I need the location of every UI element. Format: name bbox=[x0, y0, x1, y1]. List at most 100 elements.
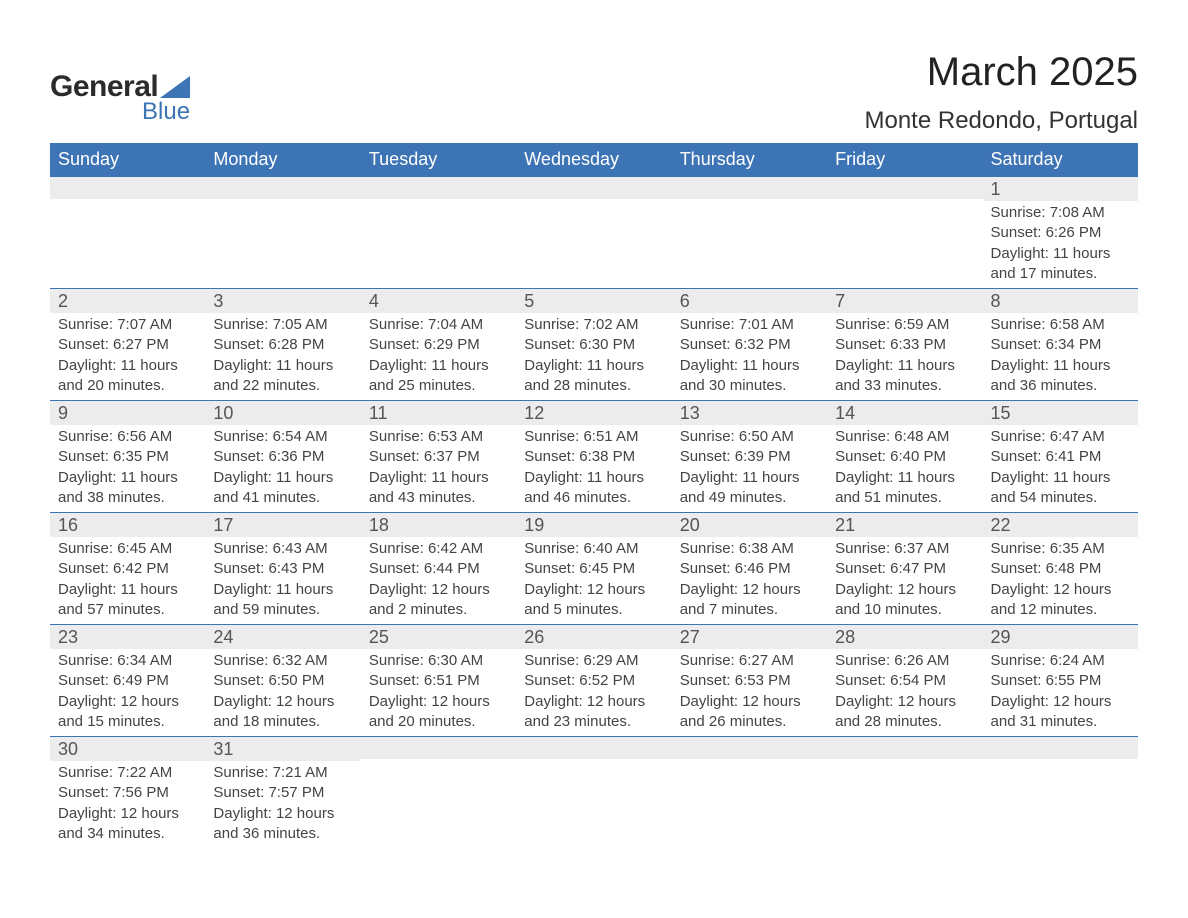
day-sunset: Sunset: 6:28 PM bbox=[213, 335, 352, 355]
day-number: 13 bbox=[672, 401, 827, 425]
calendar-day-cell: 1Sunrise: 7:08 AMSunset: 6:26 PMDaylight… bbox=[983, 177, 1138, 289]
day-body: Sunrise: 7:22 AMSunset: 7:56 PMDaylight:… bbox=[50, 761, 205, 848]
day-body: Sunrise: 6:47 AMSunset: 6:41 PMDaylight:… bbox=[983, 425, 1138, 512]
day-sunset: Sunset: 6:33 PM bbox=[835, 335, 974, 355]
day-body: Sunrise: 6:35 AMSunset: 6:48 PMDaylight:… bbox=[983, 537, 1138, 624]
day-number: 30 bbox=[50, 737, 205, 761]
day-sunrise: Sunrise: 6:26 AM bbox=[835, 651, 974, 671]
day-daylight_l1: Daylight: 12 hours bbox=[369, 580, 508, 600]
day-sunset: Sunset: 6:46 PM bbox=[680, 559, 819, 579]
day-number bbox=[205, 177, 360, 199]
day-body: Sunrise: 7:08 AMSunset: 6:26 PMDaylight:… bbox=[983, 201, 1138, 288]
day-sunrise: Sunrise: 6:32 AM bbox=[213, 651, 352, 671]
day-body: Sunrise: 6:58 AMSunset: 6:34 PMDaylight:… bbox=[983, 313, 1138, 400]
day-daylight_l1: Daylight: 12 hours bbox=[213, 804, 352, 824]
day-body: Sunrise: 6:32 AMSunset: 6:50 PMDaylight:… bbox=[205, 649, 360, 736]
day-sunset: Sunset: 6:34 PM bbox=[991, 335, 1130, 355]
day-sunset: Sunset: 6:35 PM bbox=[58, 447, 197, 467]
calendar-day-cell: 23Sunrise: 6:34 AMSunset: 6:49 PMDayligh… bbox=[50, 625, 205, 737]
day-sunrise: Sunrise: 6:34 AM bbox=[58, 651, 197, 671]
day-sunset: Sunset: 6:52 PM bbox=[524, 671, 663, 691]
day-number bbox=[672, 177, 827, 199]
day-daylight_l1: Daylight: 12 hours bbox=[991, 580, 1130, 600]
calendar-day-cell: 30Sunrise: 7:22 AMSunset: 7:56 PMDayligh… bbox=[50, 737, 205, 849]
day-sunrise: Sunrise: 7:05 AM bbox=[213, 315, 352, 335]
day-body: Sunrise: 6:54 AMSunset: 6:36 PMDaylight:… bbox=[205, 425, 360, 512]
day-daylight_l1: Daylight: 11 hours bbox=[835, 468, 974, 488]
day-number: 2 bbox=[50, 289, 205, 313]
day-daylight_l2: and 10 minutes. bbox=[835, 600, 974, 620]
calendar-day-cell: 14Sunrise: 6:48 AMSunset: 6:40 PMDayligh… bbox=[827, 401, 982, 513]
day-daylight_l2: and 28 minutes. bbox=[524, 376, 663, 396]
day-sunset: Sunset: 6:30 PM bbox=[524, 335, 663, 355]
day-sunrise: Sunrise: 7:02 AM bbox=[524, 315, 663, 335]
day-body: Sunrise: 6:53 AMSunset: 6:37 PMDaylight:… bbox=[361, 425, 516, 512]
day-number bbox=[516, 177, 671, 199]
weekday-header-row: Sunday Monday Tuesday Wednesday Thursday… bbox=[50, 143, 1138, 177]
day-sunset: Sunset: 6:50 PM bbox=[213, 671, 352, 691]
day-number: 29 bbox=[983, 625, 1138, 649]
calendar-day-cell bbox=[50, 177, 205, 289]
day-daylight_l2: and 28 minutes. bbox=[835, 712, 974, 732]
day-daylight_l1: Daylight: 12 hours bbox=[524, 692, 663, 712]
day-body: Sunrise: 6:42 AMSunset: 6:44 PMDaylight:… bbox=[361, 537, 516, 624]
calendar-body: 1Sunrise: 7:08 AMSunset: 6:26 PMDaylight… bbox=[50, 177, 1138, 849]
day-sunrise: Sunrise: 7:08 AM bbox=[991, 203, 1130, 223]
day-sunrise: Sunrise: 6:58 AM bbox=[991, 315, 1130, 335]
day-number: 1 bbox=[983, 177, 1138, 201]
day-body: Sunrise: 6:24 AMSunset: 6:55 PMDaylight:… bbox=[983, 649, 1138, 736]
day-number: 9 bbox=[50, 401, 205, 425]
day-number bbox=[361, 177, 516, 199]
day-sunset: Sunset: 7:57 PM bbox=[213, 783, 352, 803]
day-sunset: Sunset: 6:40 PM bbox=[835, 447, 974, 467]
day-sunrise: Sunrise: 6:42 AM bbox=[369, 539, 508, 559]
day-sunrise: Sunrise: 7:04 AM bbox=[369, 315, 508, 335]
day-daylight_l2: and 49 minutes. bbox=[680, 488, 819, 508]
day-number: 6 bbox=[672, 289, 827, 313]
day-daylight_l2: and 36 minutes. bbox=[991, 376, 1130, 396]
calendar-day-cell: 12Sunrise: 6:51 AMSunset: 6:38 PMDayligh… bbox=[516, 401, 671, 513]
calendar-week-row: 23Sunrise: 6:34 AMSunset: 6:49 PMDayligh… bbox=[50, 625, 1138, 737]
day-sunrise: Sunrise: 6:53 AM bbox=[369, 427, 508, 447]
calendar-day-cell bbox=[516, 737, 671, 849]
calendar-day-cell: 6Sunrise: 7:01 AMSunset: 6:32 PMDaylight… bbox=[672, 289, 827, 401]
day-daylight_l2: and 7 minutes. bbox=[680, 600, 819, 620]
day-sunrise: Sunrise: 6:45 AM bbox=[58, 539, 197, 559]
day-daylight_l1: Daylight: 11 hours bbox=[991, 244, 1130, 264]
calendar-day-cell bbox=[827, 177, 982, 289]
day-daylight_l2: and 30 minutes. bbox=[680, 376, 819, 396]
day-sunset: Sunset: 7:56 PM bbox=[58, 783, 197, 803]
day-daylight_l2: and 59 minutes. bbox=[213, 600, 352, 620]
calendar-day-cell bbox=[361, 177, 516, 289]
day-number: 25 bbox=[361, 625, 516, 649]
calendar-day-cell: 26Sunrise: 6:29 AMSunset: 6:52 PMDayligh… bbox=[516, 625, 671, 737]
calendar-day-cell: 9Sunrise: 6:56 AMSunset: 6:35 PMDaylight… bbox=[50, 401, 205, 513]
day-number: 19 bbox=[516, 513, 671, 537]
calendar-day-cell: 10Sunrise: 6:54 AMSunset: 6:36 PMDayligh… bbox=[205, 401, 360, 513]
day-sunset: Sunset: 6:39 PM bbox=[680, 447, 819, 467]
day-body bbox=[672, 199, 827, 277]
day-number: 16 bbox=[50, 513, 205, 537]
calendar-day-cell: 3Sunrise: 7:05 AMSunset: 6:28 PMDaylight… bbox=[205, 289, 360, 401]
calendar-day-cell: 22Sunrise: 6:35 AMSunset: 6:48 PMDayligh… bbox=[983, 513, 1138, 625]
calendar-day-cell: 19Sunrise: 6:40 AMSunset: 6:45 PMDayligh… bbox=[516, 513, 671, 625]
day-sunrise: Sunrise: 6:59 AM bbox=[835, 315, 974, 335]
day-sunset: Sunset: 6:43 PM bbox=[213, 559, 352, 579]
day-number: 23 bbox=[50, 625, 205, 649]
weekday-header: Tuesday bbox=[361, 143, 516, 177]
day-daylight_l2: and 34 minutes. bbox=[58, 824, 197, 844]
day-number bbox=[50, 177, 205, 199]
calendar-day-cell: 28Sunrise: 6:26 AMSunset: 6:54 PMDayligh… bbox=[827, 625, 982, 737]
day-daylight_l2: and 54 minutes. bbox=[991, 488, 1130, 508]
day-daylight_l2: and 46 minutes. bbox=[524, 488, 663, 508]
day-number: 31 bbox=[205, 737, 360, 761]
day-number: 14 bbox=[827, 401, 982, 425]
day-sunrise: Sunrise: 6:37 AM bbox=[835, 539, 974, 559]
day-daylight_l1: Daylight: 12 hours bbox=[369, 692, 508, 712]
calendar-day-cell: 2Sunrise: 7:07 AMSunset: 6:27 PMDaylight… bbox=[50, 289, 205, 401]
day-sunset: Sunset: 6:37 PM bbox=[369, 447, 508, 467]
calendar-day-cell bbox=[361, 737, 516, 849]
day-daylight_l2: and 41 minutes. bbox=[213, 488, 352, 508]
day-body bbox=[827, 199, 982, 277]
day-sunrise: Sunrise: 6:35 AM bbox=[991, 539, 1130, 559]
